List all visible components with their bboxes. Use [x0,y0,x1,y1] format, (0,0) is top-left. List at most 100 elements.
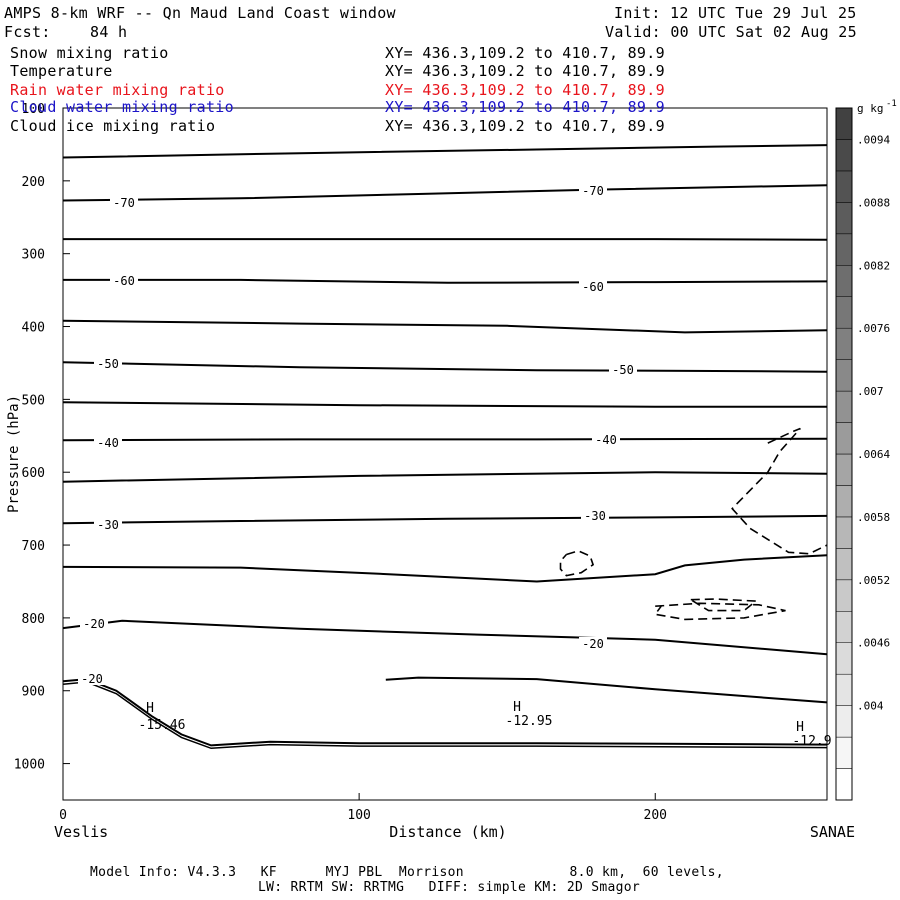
colorbar-segment [835,233,853,266]
contour-label-bg [78,672,106,685]
valid-time: Valid: 00 UTC Sat 02 Aug 25 [605,23,857,41]
isotherm-line [385,676,828,704]
y-axis-label: Pressure (hPa) [6,395,22,513]
contour-label: -60 [582,280,604,294]
colorbar-segment [835,296,853,329]
colorbar-tick-label: .0076 [857,322,890,335]
field-name: Cloud ice mixing ratio [10,117,216,135]
contour-label: -30 [97,518,119,532]
contour-label: -20 [83,617,105,631]
contour-label: -40 [97,436,119,450]
colorbar-tick-label: .0064 [857,448,890,461]
y-tick-label: 1000 [14,758,45,773]
isotherm-line [62,401,827,408]
init-time: Init: 12 UTC Tue 29 Jul 25 [614,4,857,22]
contour-label-bg [609,363,637,376]
y-tick-label: 800 [22,612,45,627]
y-tick-label: 900 [22,685,45,700]
colorbar-segment [835,642,853,675]
isotherm-line [62,554,828,583]
colorbar-segment [835,548,853,581]
surface-isotherm-line [62,681,828,750]
y-tick-label: 400 [22,321,45,336]
dashed-contour [559,550,595,577]
map-title: AMPS 8-km WRF -- Qn Maud Land Coast wind… [4,4,396,22]
contour-label-bg [579,184,607,197]
y-tick-label: 600 [22,466,45,481]
colorbar-segment [835,768,853,801]
colorbar-segment [835,611,853,643]
colorbar-segment [835,673,853,706]
contour-label: -20 [81,672,103,686]
colorbar-segment [835,170,853,203]
field-xy: XY= 436.3,109.2 to 410.7, 89.9 [385,81,665,99]
colorbar-tick-label: .0088 [857,196,890,209]
dashed-contour [731,427,828,555]
x-start-label: Veslis [54,823,108,841]
isotherm-line [62,184,828,202]
colorbar-unit-exp: -1 [886,99,897,109]
contour-label-bg [579,280,607,293]
field-xy: XY= 436.3,109.2 to 410.7, 89.9 [385,98,665,116]
x-tick-label: 200 [644,808,667,823]
colorbar-tick-label: .0052 [857,574,890,587]
field-name: Snow mixing ratio [10,44,169,62]
colorbar-unit: g kg [857,102,884,115]
contour-label: -30 [584,509,606,523]
model-physics: LW: RRTM SW: RRTMG DIFF: simple KM: 2D S… [258,880,640,895]
colorbar-tick-label: .0046 [857,637,890,650]
contour-label: -50 [612,363,634,377]
contour-label-bg [110,274,138,287]
colorbar-frame [835,107,853,801]
contour-label: -50 [97,357,119,371]
colorbar-segment [835,485,853,518]
field-name: Cloud water mixing ratio [10,98,234,116]
field-xy: XY= 436.3,109.2 to 410.7, 89.9 [385,117,665,135]
contour-label: -60 [113,274,135,288]
dashed-contour [653,602,786,621]
high-marker: H [146,701,154,716]
field-xy: XY= 436.3,109.2 to 410.7, 89.9 [385,62,665,80]
contour-label-bg [80,617,108,630]
isotherm-line [62,361,828,373]
contour-label-bg [592,433,620,446]
contour-label: -40 [595,433,617,447]
model-info: Model Info: V4.3.3 KF MYJ PBL Morrison 8… [90,865,724,880]
y-tick-label: 500 [22,393,45,408]
colorbar-segment [835,736,853,769]
colorbar-tick-label: .007 [857,385,884,398]
field-name: Rain water mixing ratio [10,81,225,99]
forecast-hour: 84 h [90,23,128,41]
colorbar-segment [835,390,853,423]
high-value: -15.46 [139,718,186,733]
y-tick-label: 300 [22,248,45,263]
forecast-label: Fcst: [4,23,51,41]
x-axis-label: Distance (km) [389,823,506,841]
contour-label-bg [94,436,122,449]
isotherm-line [62,619,828,656]
x-tick-label: 0 [59,808,67,823]
high-value: -12.9 [792,734,831,749]
isotherm-line [62,437,828,442]
isotherm-line [62,144,828,159]
contour-label-bg [579,637,607,650]
isotherm-line [62,319,828,334]
colorbar-segment [835,422,853,455]
colorbar-segment [835,359,853,392]
high-marker: H [796,720,804,735]
isotherm-line [62,471,828,483]
colorbar-segment [835,453,853,486]
x-tick-label: 100 [347,808,370,823]
x-end-label: SANAE [810,823,855,841]
contour-label: -20 [582,637,604,651]
colorbar-segment [835,107,853,140]
colorbar-tick-label: .0058 [857,511,890,524]
colorbar-segment [835,705,853,738]
colorbar-tick-label: .004 [857,700,884,713]
contour-label: -70 [113,196,135,210]
colorbar-tick-label: .0082 [857,259,890,272]
isotherm-line [62,514,828,525]
colorbar-segment [835,202,853,235]
y-tick-label: 700 [22,539,45,554]
